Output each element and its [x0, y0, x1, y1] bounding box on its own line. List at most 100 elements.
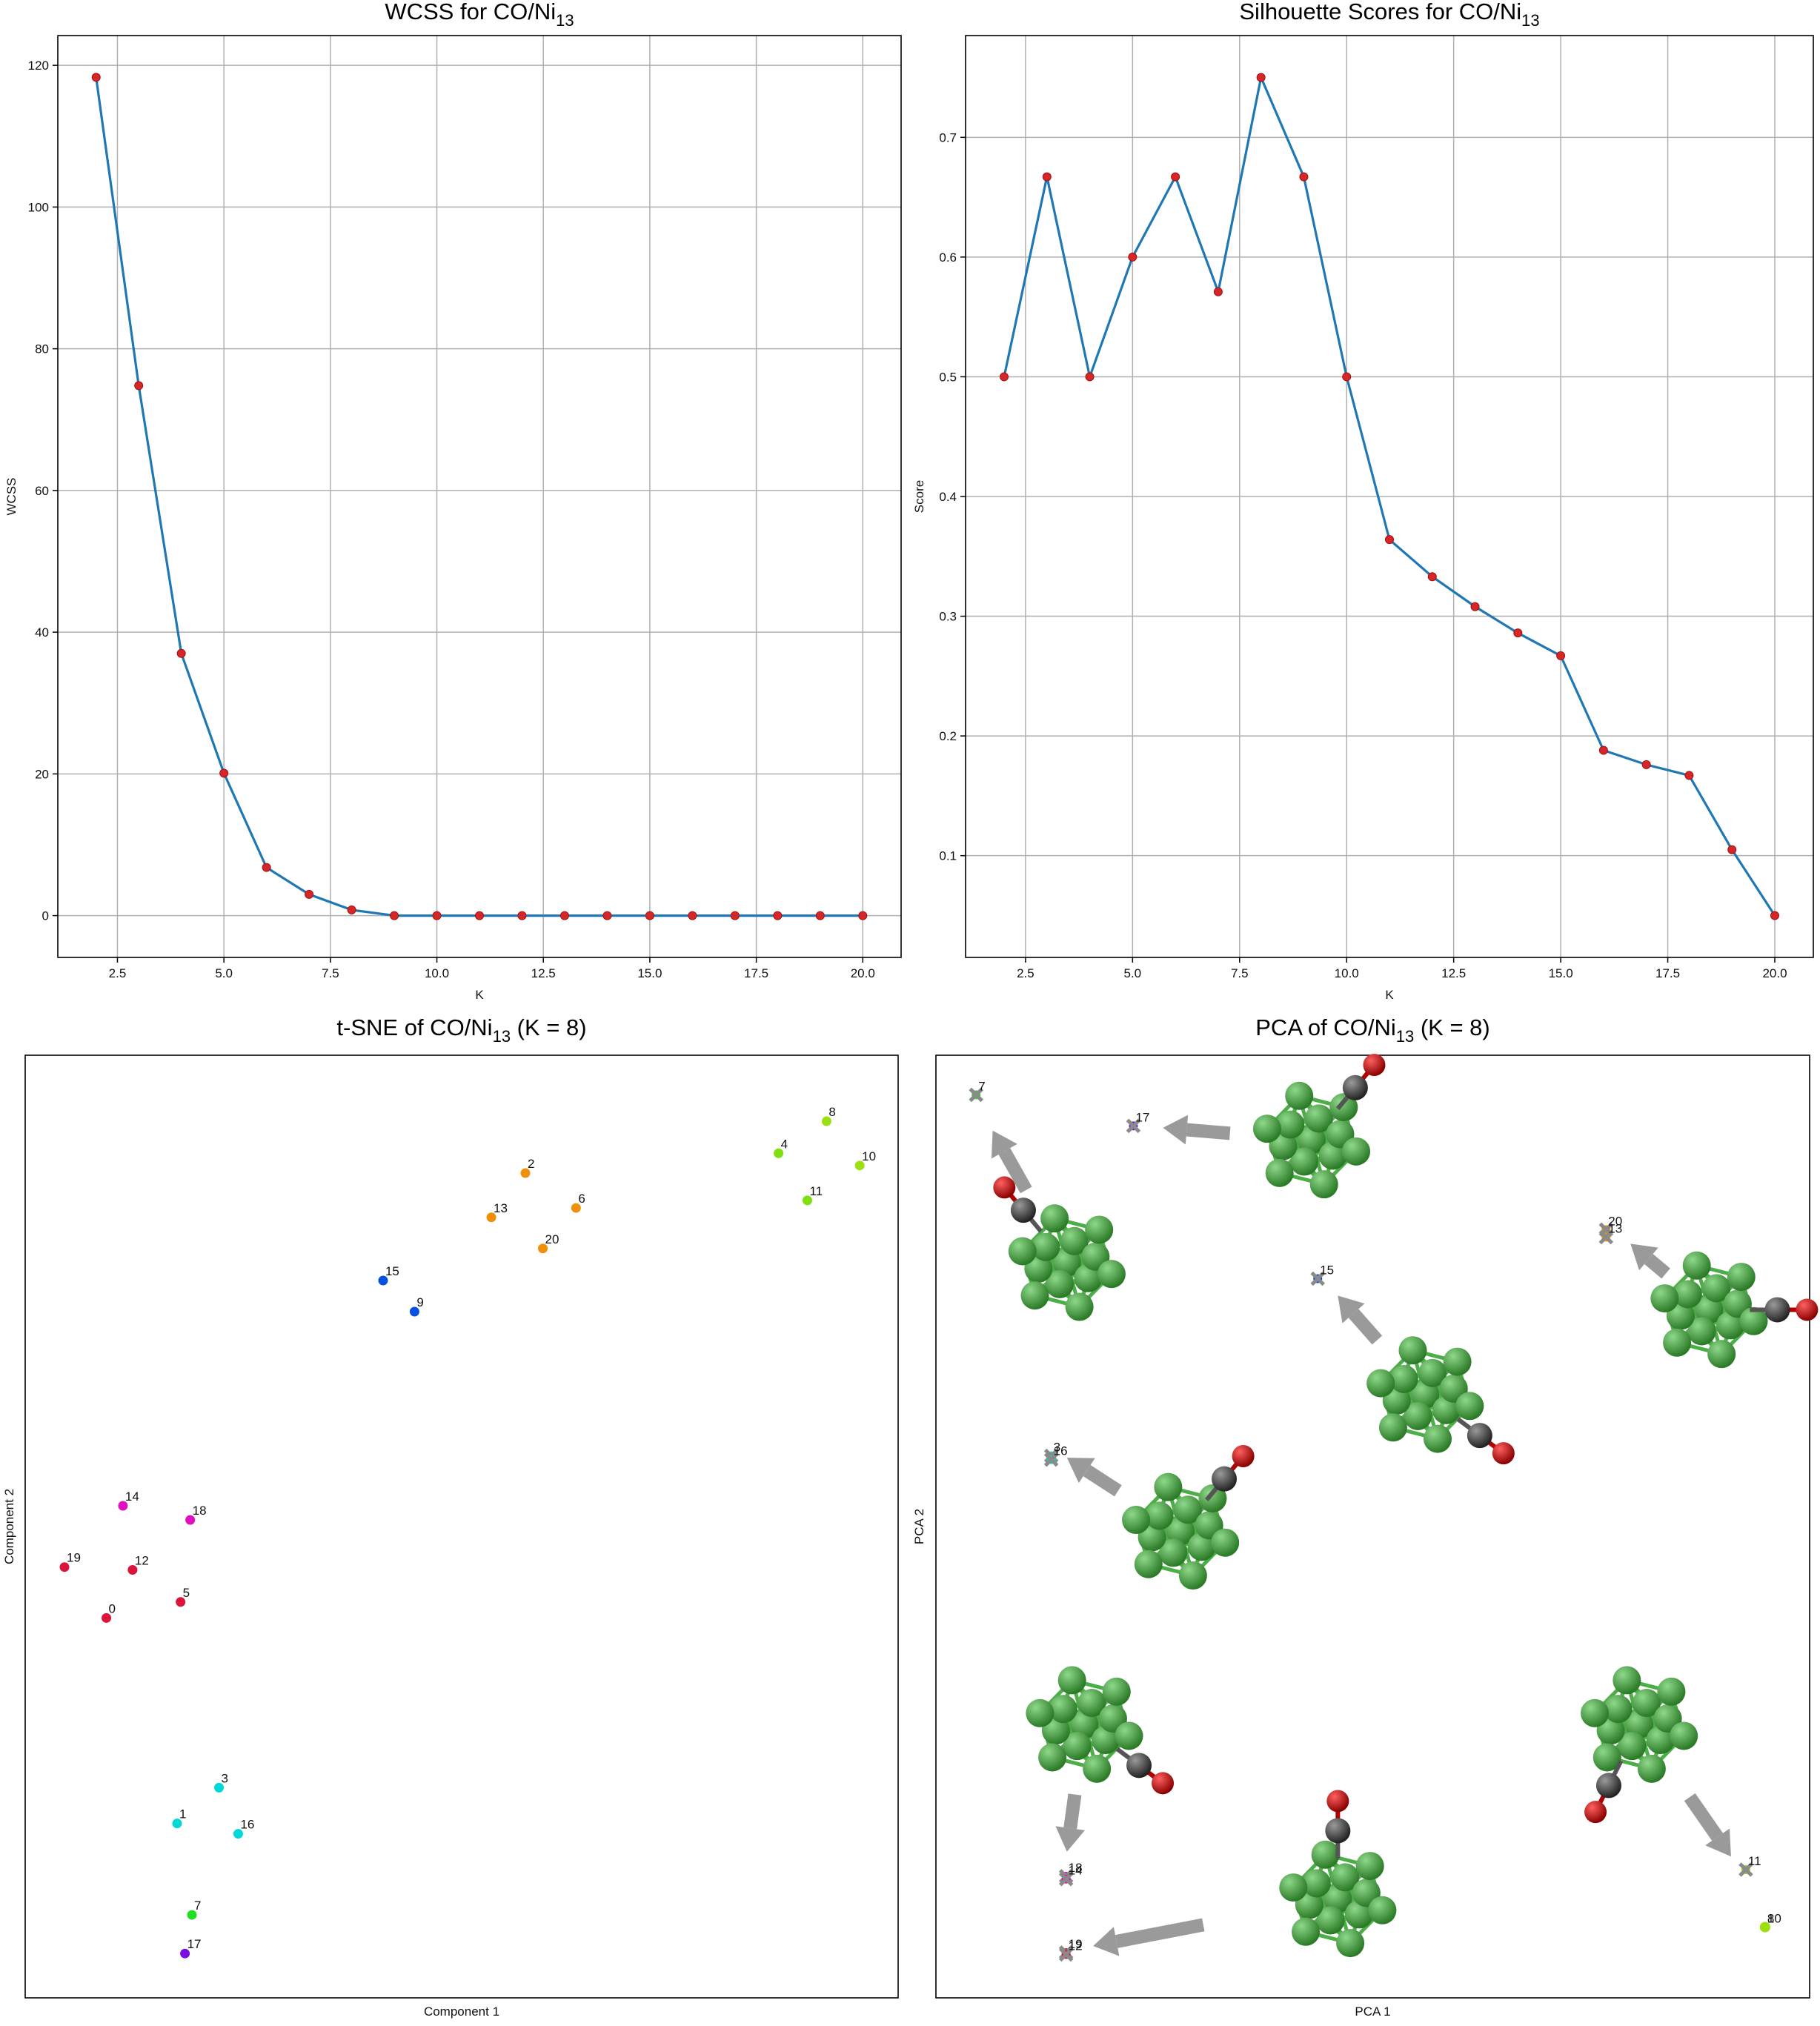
point-label: 14 [125, 1489, 139, 1504]
data-point [1171, 172, 1180, 182]
chart-title-2: t-SNE of CO/Ni13 (K = 8) [336, 1014, 586, 1046]
cross-marker [969, 1087, 983, 1103]
ni-atom [1739, 1306, 1768, 1335]
ni-atom [1187, 1532, 1216, 1561]
data-point [815, 911, 825, 920]
x-tick-label: 2.5 [1017, 966, 1034, 980]
data-point [1684, 771, 1694, 780]
x-tick-label: 2.5 [109, 966, 127, 980]
ni-atom [1336, 1929, 1365, 1958]
chart-panel-2: 01234567891011121314151617181920Componen… [2, 1054, 899, 2019]
ni-atom [1389, 1364, 1418, 1393]
y-tick-label: 0.5 [939, 370, 957, 384]
oxygen-atom [1326, 1790, 1349, 1813]
ni-atom [1020, 1281, 1049, 1310]
ni-atom [1252, 1115, 1281, 1143]
axes-frame [965, 35, 1814, 958]
cluster-arrow [1083, 1464, 1122, 1497]
ni-atom [1632, 1689, 1661, 1718]
point-label: 15 [385, 1264, 399, 1278]
ni-atom [1378, 1413, 1407, 1442]
data-point [305, 889, 314, 899]
ni-atom [1687, 1317, 1716, 1346]
cluster-arrow [1348, 1309, 1383, 1345]
carbon-atom [1595, 1773, 1621, 1799]
ni-atom [1311, 1840, 1340, 1869]
oxygen-atom [1152, 1772, 1175, 1795]
ni-atom [1070, 1710, 1099, 1739]
x-axis-label: Component 1 [424, 2005, 499, 2019]
y-tick-label: 0.2 [939, 729, 957, 743]
point-label: 2 [528, 1157, 534, 1171]
data-point [559, 911, 569, 920]
ni-atom [1092, 1726, 1120, 1755]
ni-atom [1342, 1137, 1371, 1166]
data-point [134, 381, 144, 391]
cross-marker [1738, 1862, 1753, 1877]
chart-title-0: WCSS for CO/Ni13 [385, 0, 574, 30]
y-tick-label: 0.6 [939, 250, 957, 265]
scatter-point [774, 1148, 784, 1158]
ni-atom [1695, 1295, 1724, 1324]
x-tick-label: 7.5 [322, 966, 339, 980]
point-label: 3 [222, 1771, 228, 1785]
oxygen-atom [1584, 1801, 1607, 1824]
oxygen-atom [1363, 1054, 1386, 1077]
data-point [773, 911, 783, 920]
point-label: 3 [1054, 1441, 1060, 1455]
y-tick-label: 0 [42, 909, 49, 923]
ni-atom [1432, 1395, 1461, 1424]
carbon-atom [1325, 1818, 1351, 1844]
y-tick-label: 60 [35, 484, 49, 498]
point-label: 19 [67, 1551, 81, 1565]
ni-atom [1418, 1358, 1447, 1387]
ni-atom [1366, 1369, 1395, 1398]
ni-atom [1285, 1081, 1314, 1110]
cluster-arrow [1684, 1793, 1724, 1841]
ni-atom [1618, 1732, 1647, 1761]
ni-atom [1083, 1754, 1112, 1783]
ni-atom [1657, 1677, 1686, 1706]
y-tick-label: 0.7 [939, 130, 957, 145]
ni-atom [1302, 1869, 1331, 1898]
y-tick-label: 0.1 [939, 849, 957, 863]
ni-atom [1637, 1754, 1666, 1783]
data-point [1000, 372, 1009, 382]
cluster-arrow [1115, 1918, 1205, 1948]
ni-atom [1097, 1260, 1126, 1289]
scatter-point [172, 1819, 182, 1829]
ni-atom [1211, 1528, 1240, 1557]
ni-atom [1102, 1677, 1131, 1706]
ni-atom [1663, 1328, 1692, 1357]
x-tick-label: 20.0 [1762, 966, 1787, 980]
y-axis-label: Component 2 [2, 1489, 16, 1564]
ni-atom [1443, 1347, 1472, 1376]
data-point [730, 911, 740, 920]
point-label: 9 [416, 1295, 423, 1309]
point-label: 20 [545, 1232, 559, 1246]
scatter-point [214, 1782, 225, 1793]
ni-atom [1279, 1873, 1308, 1902]
y-axis-label: PCA 2 [912, 1509, 926, 1544]
point-label: 13 [494, 1201, 508, 1215]
data-point [1513, 628, 1523, 638]
ni-atom [1040, 1204, 1069, 1233]
data-point [1085, 372, 1095, 382]
point-label: 7 [978, 1079, 985, 1093]
ni13-cluster [993, 1176, 1126, 1321]
y-tick-label: 0.4 [939, 490, 957, 504]
ni-atom [1368, 1896, 1397, 1924]
ni-atom [1292, 1917, 1321, 1946]
ni-atom [1646, 1726, 1675, 1755]
data-point [1727, 845, 1737, 854]
ni13-cluster [1252, 1054, 1386, 1199]
ni-atom [1604, 1695, 1633, 1724]
data-point [91, 73, 101, 82]
y-tick-label: 100 [28, 200, 49, 214]
point-label: 14 [1069, 1864, 1083, 1878]
cluster-arrow-head [1055, 1826, 1085, 1852]
cluster-arrow-head [1705, 1828, 1731, 1857]
scatter-point [176, 1597, 186, 1607]
data-point [219, 768, 229, 778]
